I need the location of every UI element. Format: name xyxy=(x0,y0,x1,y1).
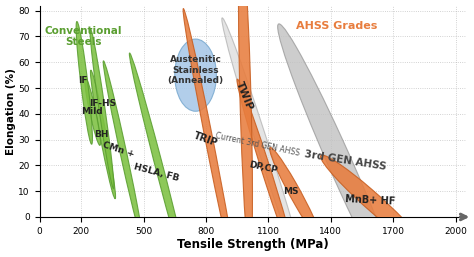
X-axis label: Tensile Strength (MPa): Tensile Strength (MPa) xyxy=(177,238,328,251)
Ellipse shape xyxy=(237,79,296,257)
Text: Austenitic
Stainless
(Annealed): Austenitic Stainless (Annealed) xyxy=(167,55,224,85)
Text: HSLA, FB: HSLA, FB xyxy=(132,163,180,183)
Ellipse shape xyxy=(85,77,100,145)
Ellipse shape xyxy=(270,148,321,240)
Text: Mild: Mild xyxy=(82,107,103,116)
Text: Current 3rd GEN AHSS: Current 3rd GEN AHSS xyxy=(215,131,301,158)
Text: IF-HS: IF-HS xyxy=(90,99,117,108)
Ellipse shape xyxy=(103,61,142,239)
Ellipse shape xyxy=(238,0,253,256)
Text: CMn +: CMn + xyxy=(101,141,136,159)
Text: MS: MS xyxy=(283,187,299,196)
Ellipse shape xyxy=(222,18,307,257)
Text: MnB+ HF: MnB+ HF xyxy=(345,194,396,206)
Ellipse shape xyxy=(76,22,92,144)
Text: BH: BH xyxy=(94,130,109,139)
Ellipse shape xyxy=(320,155,424,248)
Text: IF: IF xyxy=(78,76,87,85)
Text: DP,CP: DP,CP xyxy=(248,161,278,175)
Ellipse shape xyxy=(183,8,237,257)
Text: TWIP: TWIP xyxy=(234,80,255,112)
Ellipse shape xyxy=(90,29,114,189)
Y-axis label: Elongation (%): Elongation (%) xyxy=(6,68,16,155)
Text: 3rd GEN AHSS: 3rd GEN AHSS xyxy=(304,149,387,172)
Ellipse shape xyxy=(91,70,116,199)
Ellipse shape xyxy=(129,53,191,257)
Ellipse shape xyxy=(278,24,405,257)
Ellipse shape xyxy=(175,39,216,111)
Text: Conventional
Steels: Conventional Steels xyxy=(45,26,122,47)
Text: AHSS Grades: AHSS Grades xyxy=(296,21,378,31)
Text: TRIP: TRIP xyxy=(192,131,219,149)
